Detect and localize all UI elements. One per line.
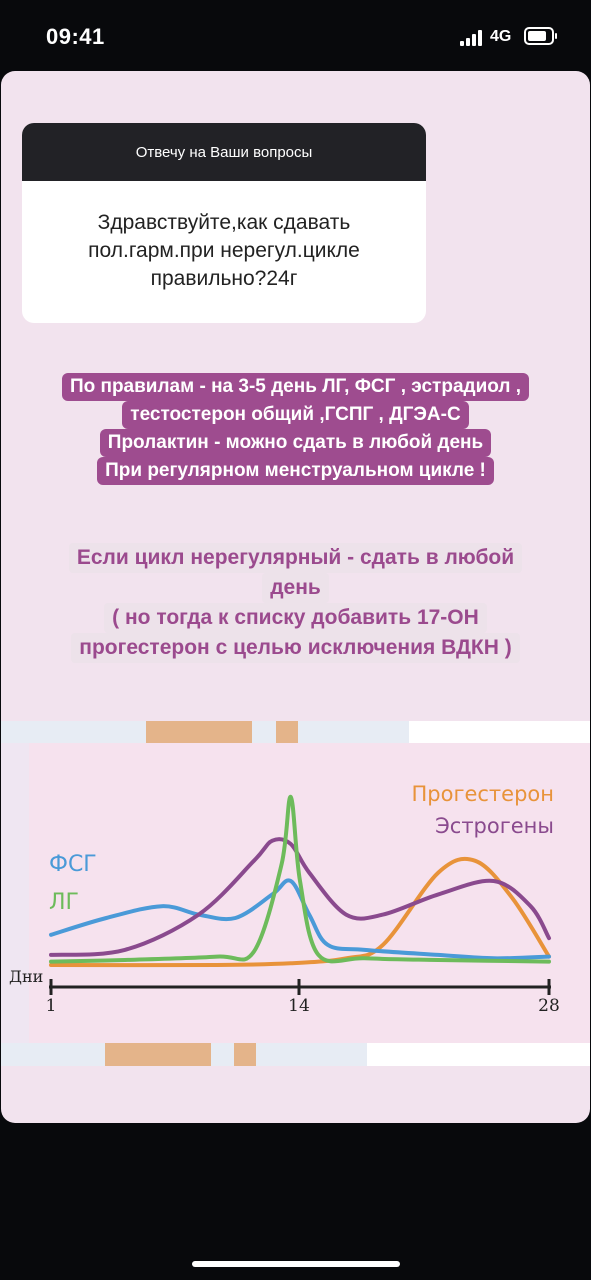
- question-sticker[interactable]: Отвечу на Ваши вопросы Здравствуйте,как …: [22, 123, 426, 323]
- answer-line: тестостерон общий ,ГСПГ , ДГЭА-С: [122, 401, 469, 429]
- story-card[interactable]: Отвечу на Ваши вопросы Здравствуйте,как …: [1, 71, 590, 1123]
- answer-line: ( но тогда к списку добавить 17-ОН: [104, 603, 487, 633]
- answer-line: прогестерон с целью исключения ВДКН ): [71, 633, 520, 663]
- question-text: Здравствуйте,как сдавать пол.гарм.при не…: [32, 209, 416, 293]
- series-line-0: [49, 878, 551, 961]
- answer-line: Пролактин - можно сдать в любой день: [99, 429, 492, 457]
- legend-estrogens: Эстрогены: [435, 814, 554, 838]
- answer-line: Если цикл нерегулярный - сдать в любой: [68, 543, 523, 573]
- question-line: Здравствуйте,как сдавать: [97, 211, 351, 234]
- answer-line: По правилам - на 3-5 день ЛГ, ФСГ , эстр…: [61, 373, 530, 401]
- series-line-3: [49, 837, 551, 957]
- question-line: пол.гарм.при нерегул.цикле: [88, 239, 360, 262]
- series-layer: [49, 794, 551, 968]
- question-line: правильно?24г: [150, 267, 298, 290]
- x-axis-label: Дни: [9, 967, 43, 986]
- x-tick-label: 14: [288, 996, 310, 1016]
- network-type: 4G: [490, 28, 512, 45]
- x-tick-label: 28: [538, 996, 560, 1016]
- battery-icon: [524, 27, 557, 45]
- question-sticker-header: Отвечу на Ваши вопросы: [22, 123, 426, 181]
- cellular-signal-icon: [460, 30, 482, 46]
- home-indicator[interactable]: [192, 1261, 400, 1267]
- answer-line: При регулярном менструальном цикле !: [97, 457, 494, 485]
- legend-fsh: ФСГ: [49, 852, 97, 877]
- hormone-cycle-chart: Прогестерон Эстрогены ФСГ ЛГ Дни 1 14 28: [1, 721, 590, 1066]
- status-bar: 09:41 4G: [0, 0, 591, 72]
- series-line-1: [49, 794, 551, 964]
- answer-irregular-cycle: Если цикл нерегулярный - сдать в любой д…: [1, 543, 590, 663]
- answer-regular-cycle: По правилам - на 3-5 день ЛГ, ФСГ , эстр…: [1, 373, 590, 485]
- legend-progesterone: Прогестерон: [411, 782, 554, 806]
- answer-line: день: [262, 573, 329, 603]
- x-tick-label: 1: [46, 996, 57, 1016]
- status-time: 09:41: [46, 24, 105, 49]
- legend-lh: ЛГ: [49, 890, 79, 915]
